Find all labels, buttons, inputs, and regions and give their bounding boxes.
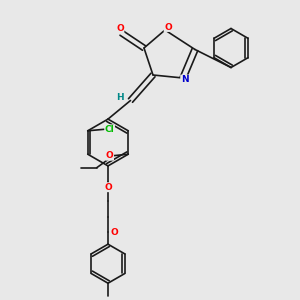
Text: O: O (116, 24, 124, 33)
Text: O: O (110, 228, 118, 237)
Text: N: N (181, 75, 188, 84)
Text: Cl: Cl (105, 125, 115, 134)
Text: O: O (106, 151, 113, 160)
Text: O: O (104, 183, 112, 192)
Text: O: O (164, 22, 172, 32)
Text: H: H (116, 93, 124, 102)
